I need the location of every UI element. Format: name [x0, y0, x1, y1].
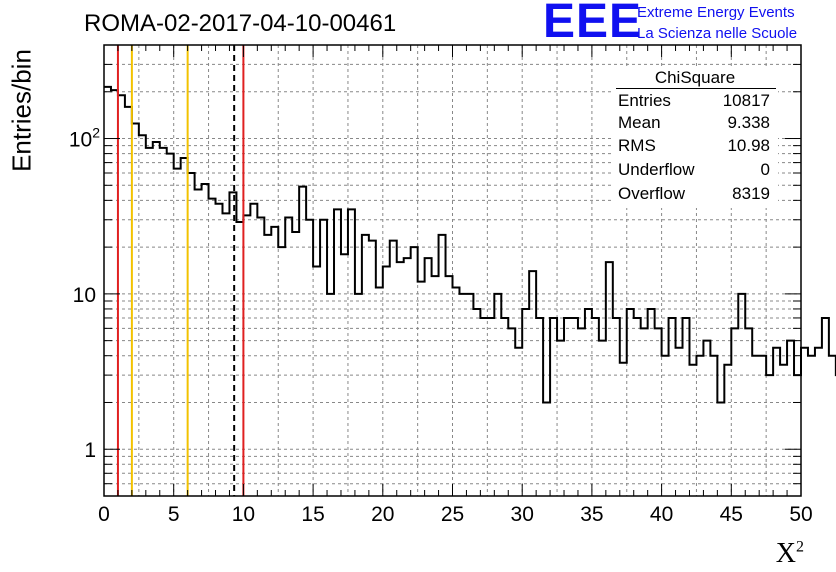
x-tick-label: 15 [301, 503, 324, 526]
x-tick-label: 25 [441, 503, 464, 526]
y-tick-label: 10 [73, 284, 96, 307]
stats-title-rule [616, 88, 776, 89]
logo-mark: EEE [543, 0, 643, 48]
y-axis-label: Entries/bin [6, 49, 37, 172]
histogram-series [104, 85, 836, 404]
stats-value: 0 [760, 160, 770, 179]
y-tick-label: 1 [84, 439, 96, 462]
x-tick-label: 45 [720, 503, 743, 526]
stats-value: 10.98 [727, 136, 770, 155]
stats-key: Underflow [618, 160, 695, 179]
stats-title: ChiSquare [654, 68, 736, 87]
stats-key: Entries [618, 91, 671, 110]
x-tick-label: 30 [511, 503, 534, 526]
eee-logo: EEE Extreme Energy Events La Scienza nel… [543, 0, 833, 48]
stats-box: ChiSquare Entries 10817 Mean 9.338 RMS 10.9… [612, 66, 778, 208]
y-tick-label-exponent: 2 [92, 125, 100, 141]
x-tick-label: 20 [371, 503, 394, 526]
x-tick-label: 35 [580, 503, 603, 526]
stats-row-overflow: Overflow 8319 [618, 184, 770, 206]
stats-key: Overflow [618, 184, 686, 203]
logo-line-1: Extreme Energy Events [637, 4, 795, 21]
x-tick-label: 0 [98, 503, 110, 526]
x-tick-label: 40 [650, 503, 673, 526]
stats-value: 9.338 [727, 113, 770, 132]
stats-value: 8319 [732, 184, 770, 203]
x-tick-label: 50 [789, 503, 812, 526]
y-tick-label: 102 [69, 125, 100, 152]
x-tick-label: 5 [168, 503, 180, 526]
x-axis-label-base: X [775, 538, 796, 569]
x-axis-label: X2 [776, 538, 804, 570]
x-axis-label-sup: 2 [796, 538, 804, 556]
x-tick-label: 10 [232, 503, 255, 526]
logo-line-2: La Scienza nelle Scuole [637, 25, 798, 42]
run-title: ROMA-02-2017-04-10-00461 [84, 10, 397, 37]
stats-key: Mean [618, 113, 661, 132]
stats-row-entries: Entries 10817 [618, 91, 770, 113]
stats-row-underflow: Underflow 0 [618, 160, 770, 182]
stats-value: 10817 [722, 91, 770, 110]
stats-row-mean: Mean 9.338 [618, 113, 770, 135]
stats-row-rms: RMS 10.98 [618, 136, 770, 158]
stats-key: RMS [618, 136, 656, 155]
